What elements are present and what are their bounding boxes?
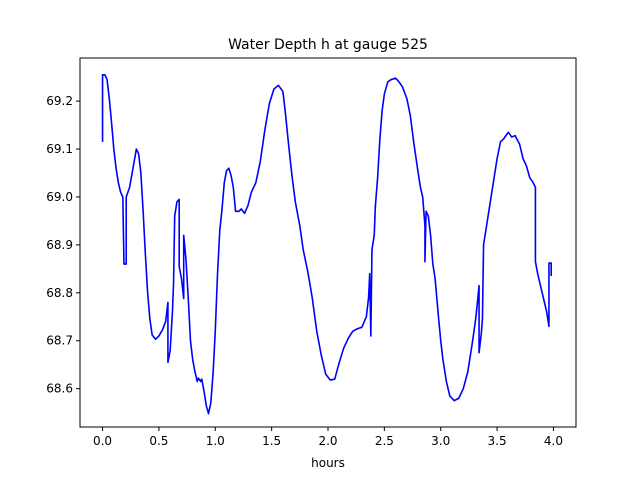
y-tick-label: 69.0 [46, 190, 73, 204]
x-tick-label: 1.0 [206, 434, 225, 448]
y-tick-label: 69.2 [46, 94, 73, 108]
y-axis: 68.6 68.7 68.8 68.9 69.0 69.1 69.2 [46, 94, 80, 396]
x-axis: 0.0 0.5 1.0 1.5 2.0 2.5 3.0 3.5 4.0 [93, 427, 563, 448]
x-tick-label: 0.5 [149, 434, 168, 448]
y-tick-label: 68.6 [46, 382, 73, 396]
series-line [101, 73, 553, 415]
y-tick-label: 68.9 [46, 238, 73, 252]
y-tick-label: 68.7 [46, 334, 73, 348]
y-tick-label: 69.1 [46, 142, 73, 156]
x-tick-label: 1.5 [262, 434, 281, 448]
x-tick-label: 3.5 [488, 434, 507, 448]
x-tick-label: 3.0 [431, 434, 450, 448]
series-layer [101, 73, 553, 415]
x-tick-label: 2.5 [375, 434, 394, 448]
y-tick-label: 68.8 [46, 286, 73, 300]
x-tick-label: 4.0 [544, 434, 563, 448]
plot-area [80, 58, 576, 427]
x-tick-label: 2.0 [318, 434, 337, 448]
x-axis-label: hours [311, 456, 345, 470]
x-tick-label: 0.0 [93, 434, 112, 448]
chart-title: Water Depth h at gauge 525 [228, 37, 428, 53]
